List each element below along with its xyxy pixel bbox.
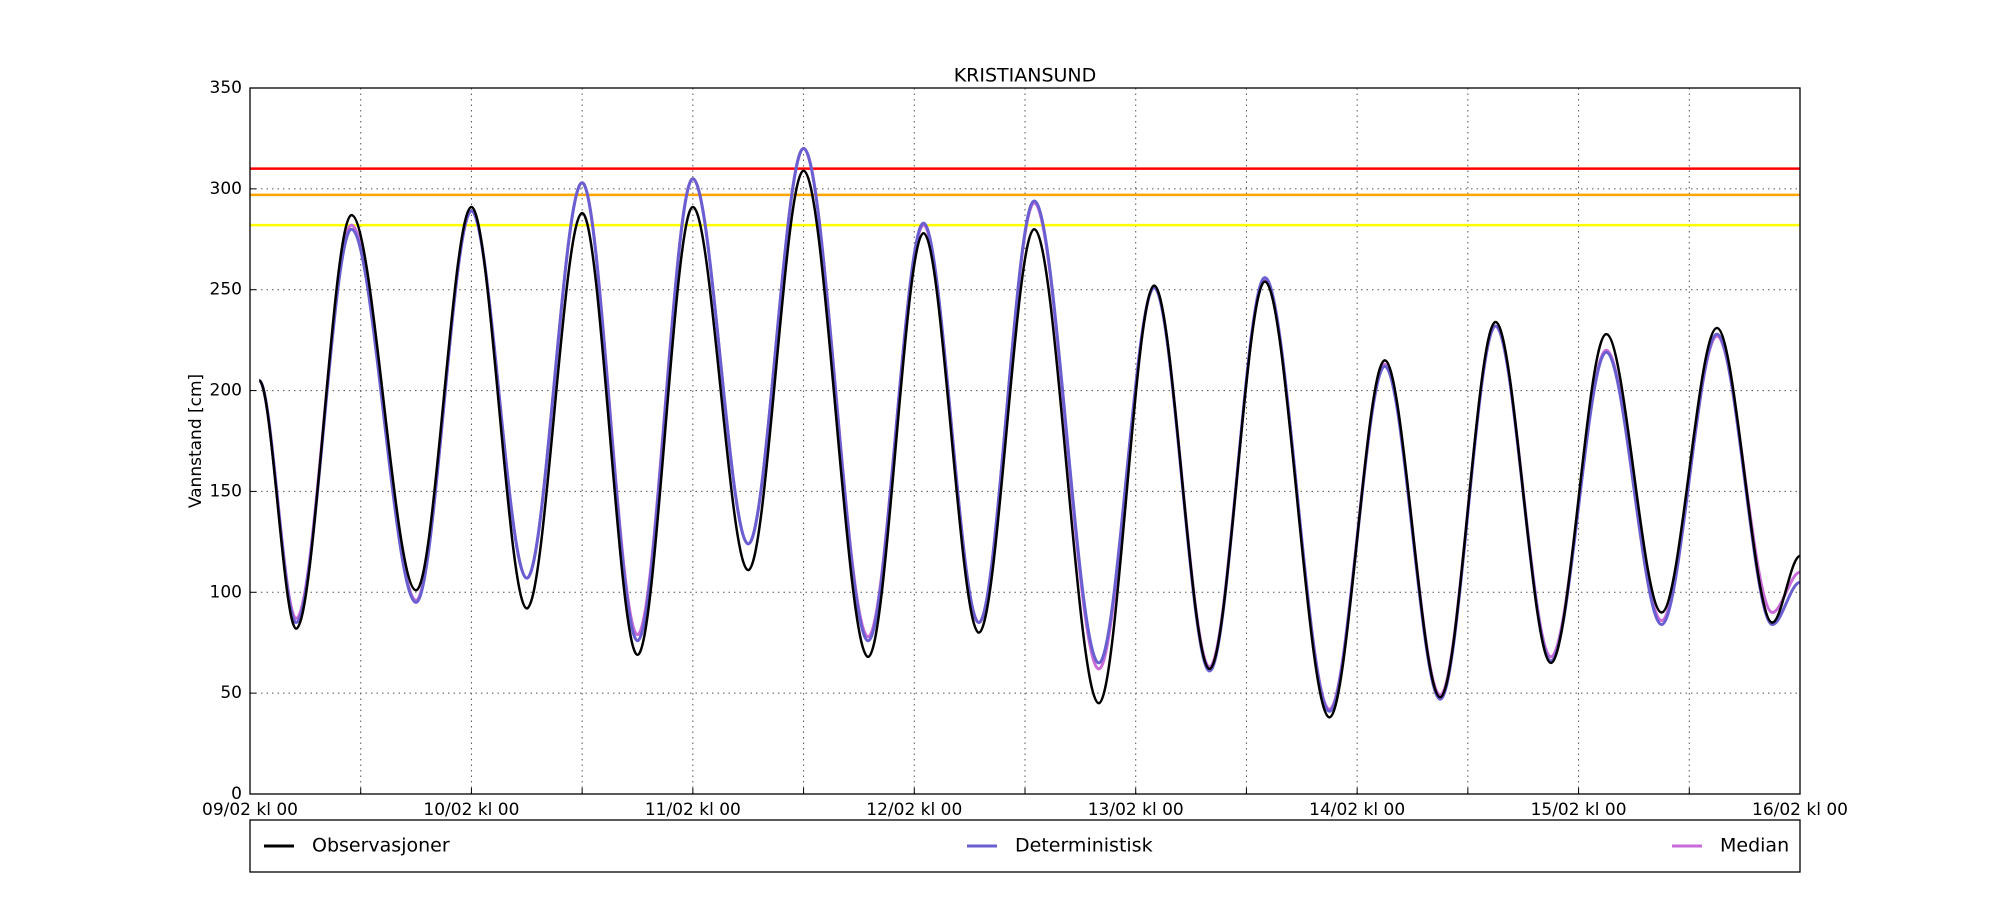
x-tick-label: 10/02 kl 00: [423, 800, 519, 820]
series-line: [258, 169, 1801, 719]
x-tick-label: 11/02 kl 00: [645, 800, 741, 820]
y-tick-label: 50: [220, 683, 242, 703]
y-tick-label: 350: [210, 78, 242, 98]
series-line: [257, 147, 1801, 711]
y-tick-label: 300: [210, 179, 242, 199]
legend-label: Deterministisk: [1015, 835, 1153, 857]
x-tick-label: 14/02 kl 00: [1309, 800, 1405, 820]
chart-title: KRISTIANSUND: [954, 65, 1097, 87]
x-tick-label: 12/02 kl 00: [866, 800, 962, 820]
x-tick-label: 09/02 kl 00: [202, 800, 298, 820]
x-tick-label: 13/02 kl 00: [1088, 800, 1184, 820]
y-axis-label: Vannstand [cm]: [186, 374, 206, 508]
x-tick-label: 16/02 kl 00: [1752, 800, 1848, 820]
y-tick-label: 0: [231, 784, 242, 804]
legend-label: Observasjoner: [312, 835, 450, 857]
y-tick-label: 100: [210, 582, 242, 602]
y-tick-label: 150: [210, 481, 242, 501]
legend-box: [249, 819, 1801, 873]
y-tick-label: 200: [210, 381, 242, 401]
legend-label: Median: [1720, 835, 1789, 857]
series-line: [257, 147, 1801, 713]
x-tick-label: 15/02 kl 00: [1531, 800, 1627, 820]
plot-frame: [249, 87, 1801, 795]
y-tick-label: 250: [210, 280, 242, 300]
